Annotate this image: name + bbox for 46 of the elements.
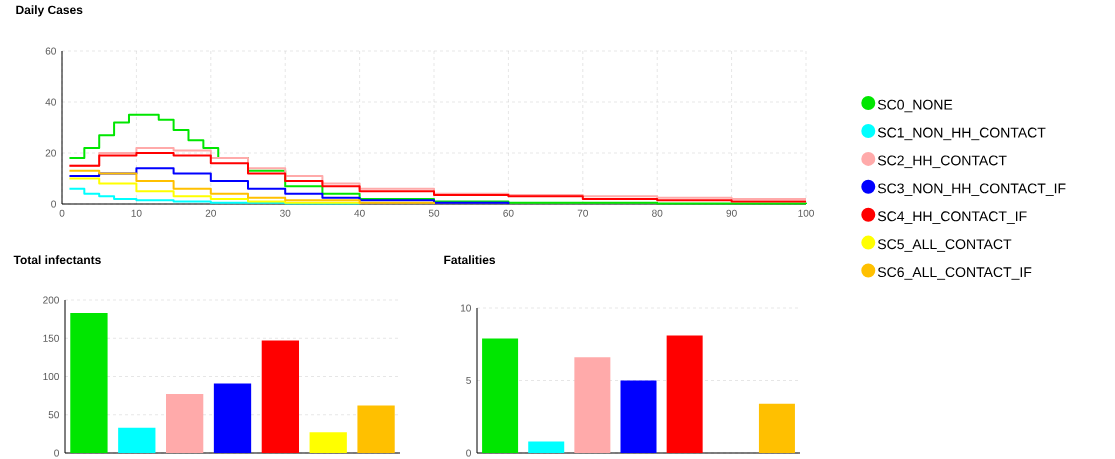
y-tick-label: 0: [51, 200, 56, 208]
y-tick-label: 0: [466, 449, 471, 457]
bar: [528, 441, 565, 454]
x-tick-label: 0: [59, 209, 65, 217]
bar: [620, 380, 657, 454]
x-tick-label: 70: [577, 209, 588, 217]
y-tick-label: 150: [43, 334, 59, 342]
y-tick-label: 40: [45, 98, 56, 106]
x-tick-label: 40: [354, 209, 365, 217]
y-tick-label: 5: [466, 377, 471, 384]
x-tick-label: 50: [428, 209, 440, 217]
x-tick-label: 20: [205, 209, 216, 217]
chart-title: Fatalities: [444, 255, 496, 265]
bar: [309, 432, 347, 454]
x-tick-label: 60: [503, 209, 514, 217]
x-tick-label: 30: [280, 209, 291, 217]
legend-label: SC5_ALL_CONTACT: [877, 239, 1012, 252]
legend-label: SC1_NON_HH_CONTACT: [877, 127, 1046, 141]
legend-label: SC2_HH_CONTACT: [877, 155, 1007, 169]
bar: [118, 427, 156, 454]
chart-title: Total infectants: [13, 255, 101, 265]
bar: [261, 340, 300, 454]
bar: [666, 335, 703, 454]
bar: [482, 338, 519, 454]
x-tick-label: 100: [798, 209, 814, 217]
legend-label: SC6_ALL_CONTACT_IF: [877, 267, 1032, 280]
chart-title: Daily Cases: [16, 5, 83, 17]
x-tick-label: 10: [131, 209, 142, 217]
bar: [357, 405, 395, 454]
y-tick-label: 10: [460, 304, 471, 312]
bar: [166, 394, 204, 454]
y-tick-label: 200: [43, 296, 59, 304]
y-tick-label: 0: [54, 449, 59, 457]
y-tick-label: 100: [43, 372, 59, 381]
x-tick-label: 90: [726, 209, 737, 217]
y-tick-label: 60: [45, 47, 56, 55]
x-tick-label: 80: [652, 209, 663, 217]
bar: [758, 403, 795, 454]
legend-label: SC3_NON_HH_CONTACT_IF: [877, 183, 1066, 196]
bar: [70, 313, 108, 454]
y-tick-label: 50: [48, 411, 59, 419]
y-tick-label: 20: [45, 149, 56, 157]
bar: [213, 383, 252, 454]
legend-label: SC0_NONE: [877, 99, 953, 113]
bar: [574, 357, 611, 454]
legend-label: SC4_HH_CONTACT_IF: [877, 211, 1027, 224]
